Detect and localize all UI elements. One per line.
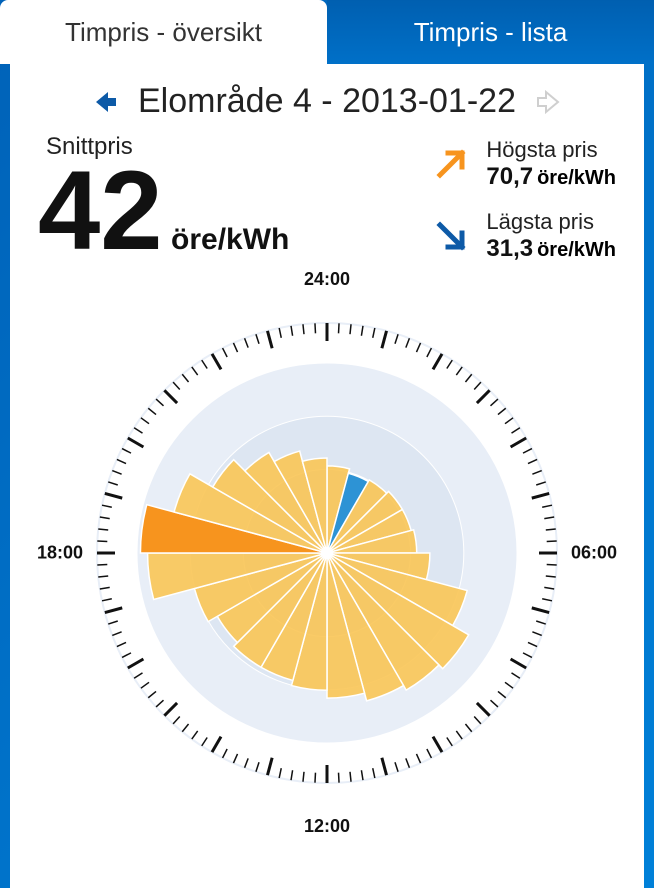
- time-label-18: 18:00: [37, 543, 83, 564]
- page-title: Elområde 4 - 2013-01-22: [138, 82, 516, 121]
- time-label-12: 12:00: [304, 816, 350, 837]
- high-value: 70,7: [486, 163, 533, 190]
- low-unit: öre/kWh: [537, 239, 616, 261]
- tab-overview[interactable]: Timpris - översikt: [0, 0, 327, 64]
- average-unit: öre/kWh: [171, 223, 289, 256]
- stats-row: Snittpris 42 öre/kWh Högsta pris 70,7öre…: [38, 133, 616, 263]
- low-value: 31,3: [486, 235, 533, 262]
- high-unit: öre/kWh: [537, 167, 616, 189]
- high-row: Högsta pris 70,7öre/kWh: [430, 137, 616, 191]
- prev-arrow-icon[interactable]: [88, 86, 120, 118]
- average-price-block: Snittpris 42 öre/kWh: [38, 133, 289, 263]
- time-label-24: 24:00: [304, 269, 350, 290]
- low-label: Lägsta pris: [486, 209, 616, 235]
- date-nav: Elområde 4 - 2013-01-22: [38, 82, 616, 121]
- high-low-block: Högsta pris 70,7öre/kWh Lägsta pris 31,3…: [430, 137, 616, 263]
- down-arrow-icon: [430, 215, 472, 257]
- polar-chart-svg: [47, 273, 607, 833]
- up-arrow-icon: [430, 143, 472, 185]
- overview-panel: Elområde 4 - 2013-01-22 Snittpris 42 öre…: [10, 64, 644, 888]
- tab-list[interactable]: Timpris - lista: [327, 0, 654, 64]
- time-label-06: 06:00: [571, 543, 617, 564]
- high-label: Högsta pris: [486, 137, 616, 163]
- polar-chart: 24:00 06:00 12:00 18:00: [47, 273, 607, 833]
- average-value: 42: [38, 148, 163, 273]
- low-row: Lägsta pris 31,3öre/kWh: [430, 209, 616, 263]
- next-arrow-icon[interactable]: [534, 86, 566, 118]
